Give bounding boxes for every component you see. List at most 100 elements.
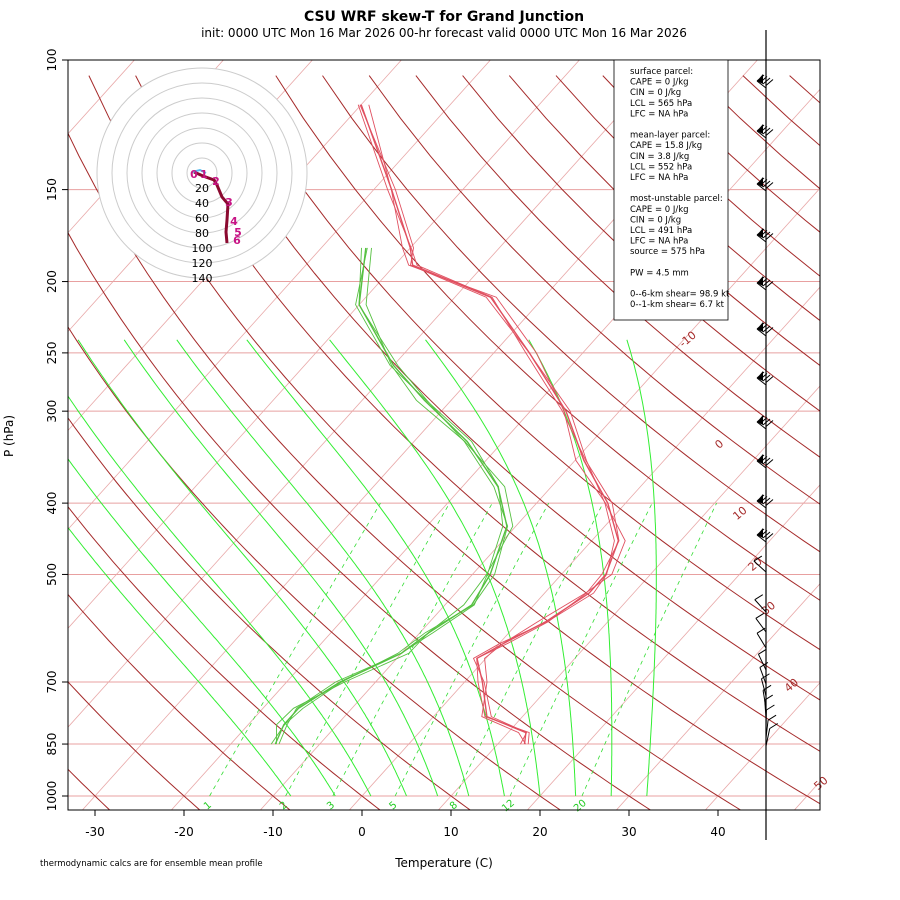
wind-barb-flag: [759, 661, 769, 668]
wind-barb-flag: [753, 555, 763, 562]
hodograph-ring: [186, 157, 218, 189]
isotherm-label: 0: [712, 437, 726, 451]
mixing-ratio-label: 1: [202, 800, 214, 813]
info-line: LFC = NA hPa: [630, 237, 688, 247]
isotherm-label: 50: [811, 774, 830, 793]
dry-adiabat: [322, 75, 820, 553]
info-line: PW = 4.5 mm: [630, 268, 689, 278]
wind-barb-pennant: [757, 228, 763, 238]
y-tick-label: 400: [45, 492, 59, 515]
chart-title: CSU WRF skew-T for Grand Junction: [304, 9, 584, 25]
wind-barb: [765, 704, 775, 729]
wind-barb-flag: [765, 533, 774, 540]
wind-barb-flag: [765, 420, 774, 427]
x-tick-label: 10: [443, 825, 458, 839]
mixing-ratio-label: 8: [448, 800, 460, 813]
mixing-ratio-label: 5: [388, 800, 400, 813]
wind-barb-pennant: [757, 454, 763, 464]
dry-adiabat: [462, 75, 820, 412]
wind-barb-pennant: [757, 124, 763, 134]
dry-adiabat: [68, 326, 562, 810]
wind-barb: [756, 124, 774, 139]
info-line: LCL = 565 hPa: [630, 99, 692, 109]
moist-adiabat: [528, 339, 613, 796]
dry-adiabat: [275, 75, 820, 601]
wind-barb-flag: [765, 327, 774, 334]
sounding-profiles: [270, 104, 626, 745]
wind-barb: [756, 627, 767, 649]
dewpoint-line: [275, 247, 514, 745]
wind-barb: [756, 74, 774, 89]
chart-subtitle: init: 0000 UTC Mon 16 Mar 2026 00-hr for…: [201, 26, 687, 40]
hodograph-ring-label: 20: [195, 182, 209, 195]
isotherm-line: [615, 583, 820, 810]
hodograph-ring: [141, 112, 263, 234]
wind-barb-flag: [756, 627, 766, 634]
info-line: LCL = 491 hPa: [630, 226, 692, 236]
wind-barb-flag: [762, 531, 771, 539]
wind-barb: [756, 228, 774, 243]
hodograph-ring-label: 140: [192, 272, 213, 285]
wind-barb-flag: [761, 673, 770, 680]
x-tick-label: -20: [174, 825, 194, 839]
wind-barb-shaft: [756, 234, 767, 243]
x-tick-label: 30: [621, 825, 636, 839]
wind-barb-flag: [754, 594, 764, 601]
wind-barb-pennant: [757, 177, 763, 187]
wind-barb: [756, 494, 774, 509]
wind-barb-shaft: [765, 728, 771, 747]
wind-barb-flag: [764, 694, 773, 701]
y-tick-label: 150: [45, 178, 59, 201]
moist-adiabat: [123, 339, 439, 797]
isotherm-line: [68, 60, 669, 728]
hodograph-ring: [96, 67, 308, 279]
y-tick-label: 500: [45, 563, 59, 586]
wind-barb-pennant: [757, 371, 763, 381]
info-line: CAPE = 0 J/kg: [630, 205, 689, 215]
wind-barb-flag: [762, 418, 771, 426]
info-line: LFC = NA hPa: [630, 109, 688, 119]
moist-adiabat: [68, 395, 372, 797]
hodograph-height-label: 3: [225, 196, 233, 209]
y-tick-label: 850: [45, 733, 59, 756]
info-line: CAPE = 0 J/kg: [630, 78, 689, 88]
mixing-ratio-line: [285, 502, 450, 797]
wind-barb-shaft: [753, 560, 767, 573]
y-tick-label: 250: [45, 341, 59, 364]
wind-barb-flag: [762, 279, 771, 287]
moist-adiabat: [77, 339, 407, 797]
wind-barb-flag: [765, 182, 774, 189]
info-line: CIN = 0 J/kg: [630, 215, 681, 225]
y-tick-label: 1000: [45, 781, 59, 812]
isotherm-line: [68, 60, 580, 629]
hodograph-height-label: 6: [233, 234, 241, 247]
wind-barb-shaft: [756, 534, 767, 543]
hodograph-height-label: 4: [230, 215, 238, 228]
wind-barb-shaft: [756, 80, 767, 89]
info-line: CIN = 0 J/kg: [630, 88, 681, 98]
y-axis-label: P (hPa): [2, 415, 16, 457]
mixing-ratio-line: [394, 502, 550, 797]
wind-barb-pennant: [757, 322, 763, 332]
dry-adiabat: [68, 681, 201, 810]
mixing-ratio-line: [509, 502, 653, 797]
wind-barb-column: [753, 30, 778, 840]
info-line: surface parcel:: [630, 67, 693, 77]
wind-barb: [756, 322, 774, 337]
wind-barb-flag: [769, 723, 778, 729]
isotherm-label: 10: [730, 504, 749, 523]
hodograph-ring: [126, 97, 278, 249]
mixing-ratio-line: [209, 502, 381, 797]
dry-adiabat: [68, 231, 652, 810]
isotherm-line: [68, 60, 491, 530]
y-tick-label: 100: [45, 49, 59, 72]
moist-adiabat: [68, 526, 292, 797]
wind-barb: [753, 555, 767, 573]
info-line: CAPE = 15.8 J/kg: [630, 141, 702, 151]
wind-barb-shaft: [756, 460, 767, 469]
wind-barb-shaft: [756, 130, 767, 139]
wind-barb-flag: [762, 180, 771, 188]
isotherm-line: [704, 682, 820, 810]
info-line: 0--1-km shear= 6.7 kt: [630, 300, 725, 310]
isotherm-line: [793, 780, 820, 810]
